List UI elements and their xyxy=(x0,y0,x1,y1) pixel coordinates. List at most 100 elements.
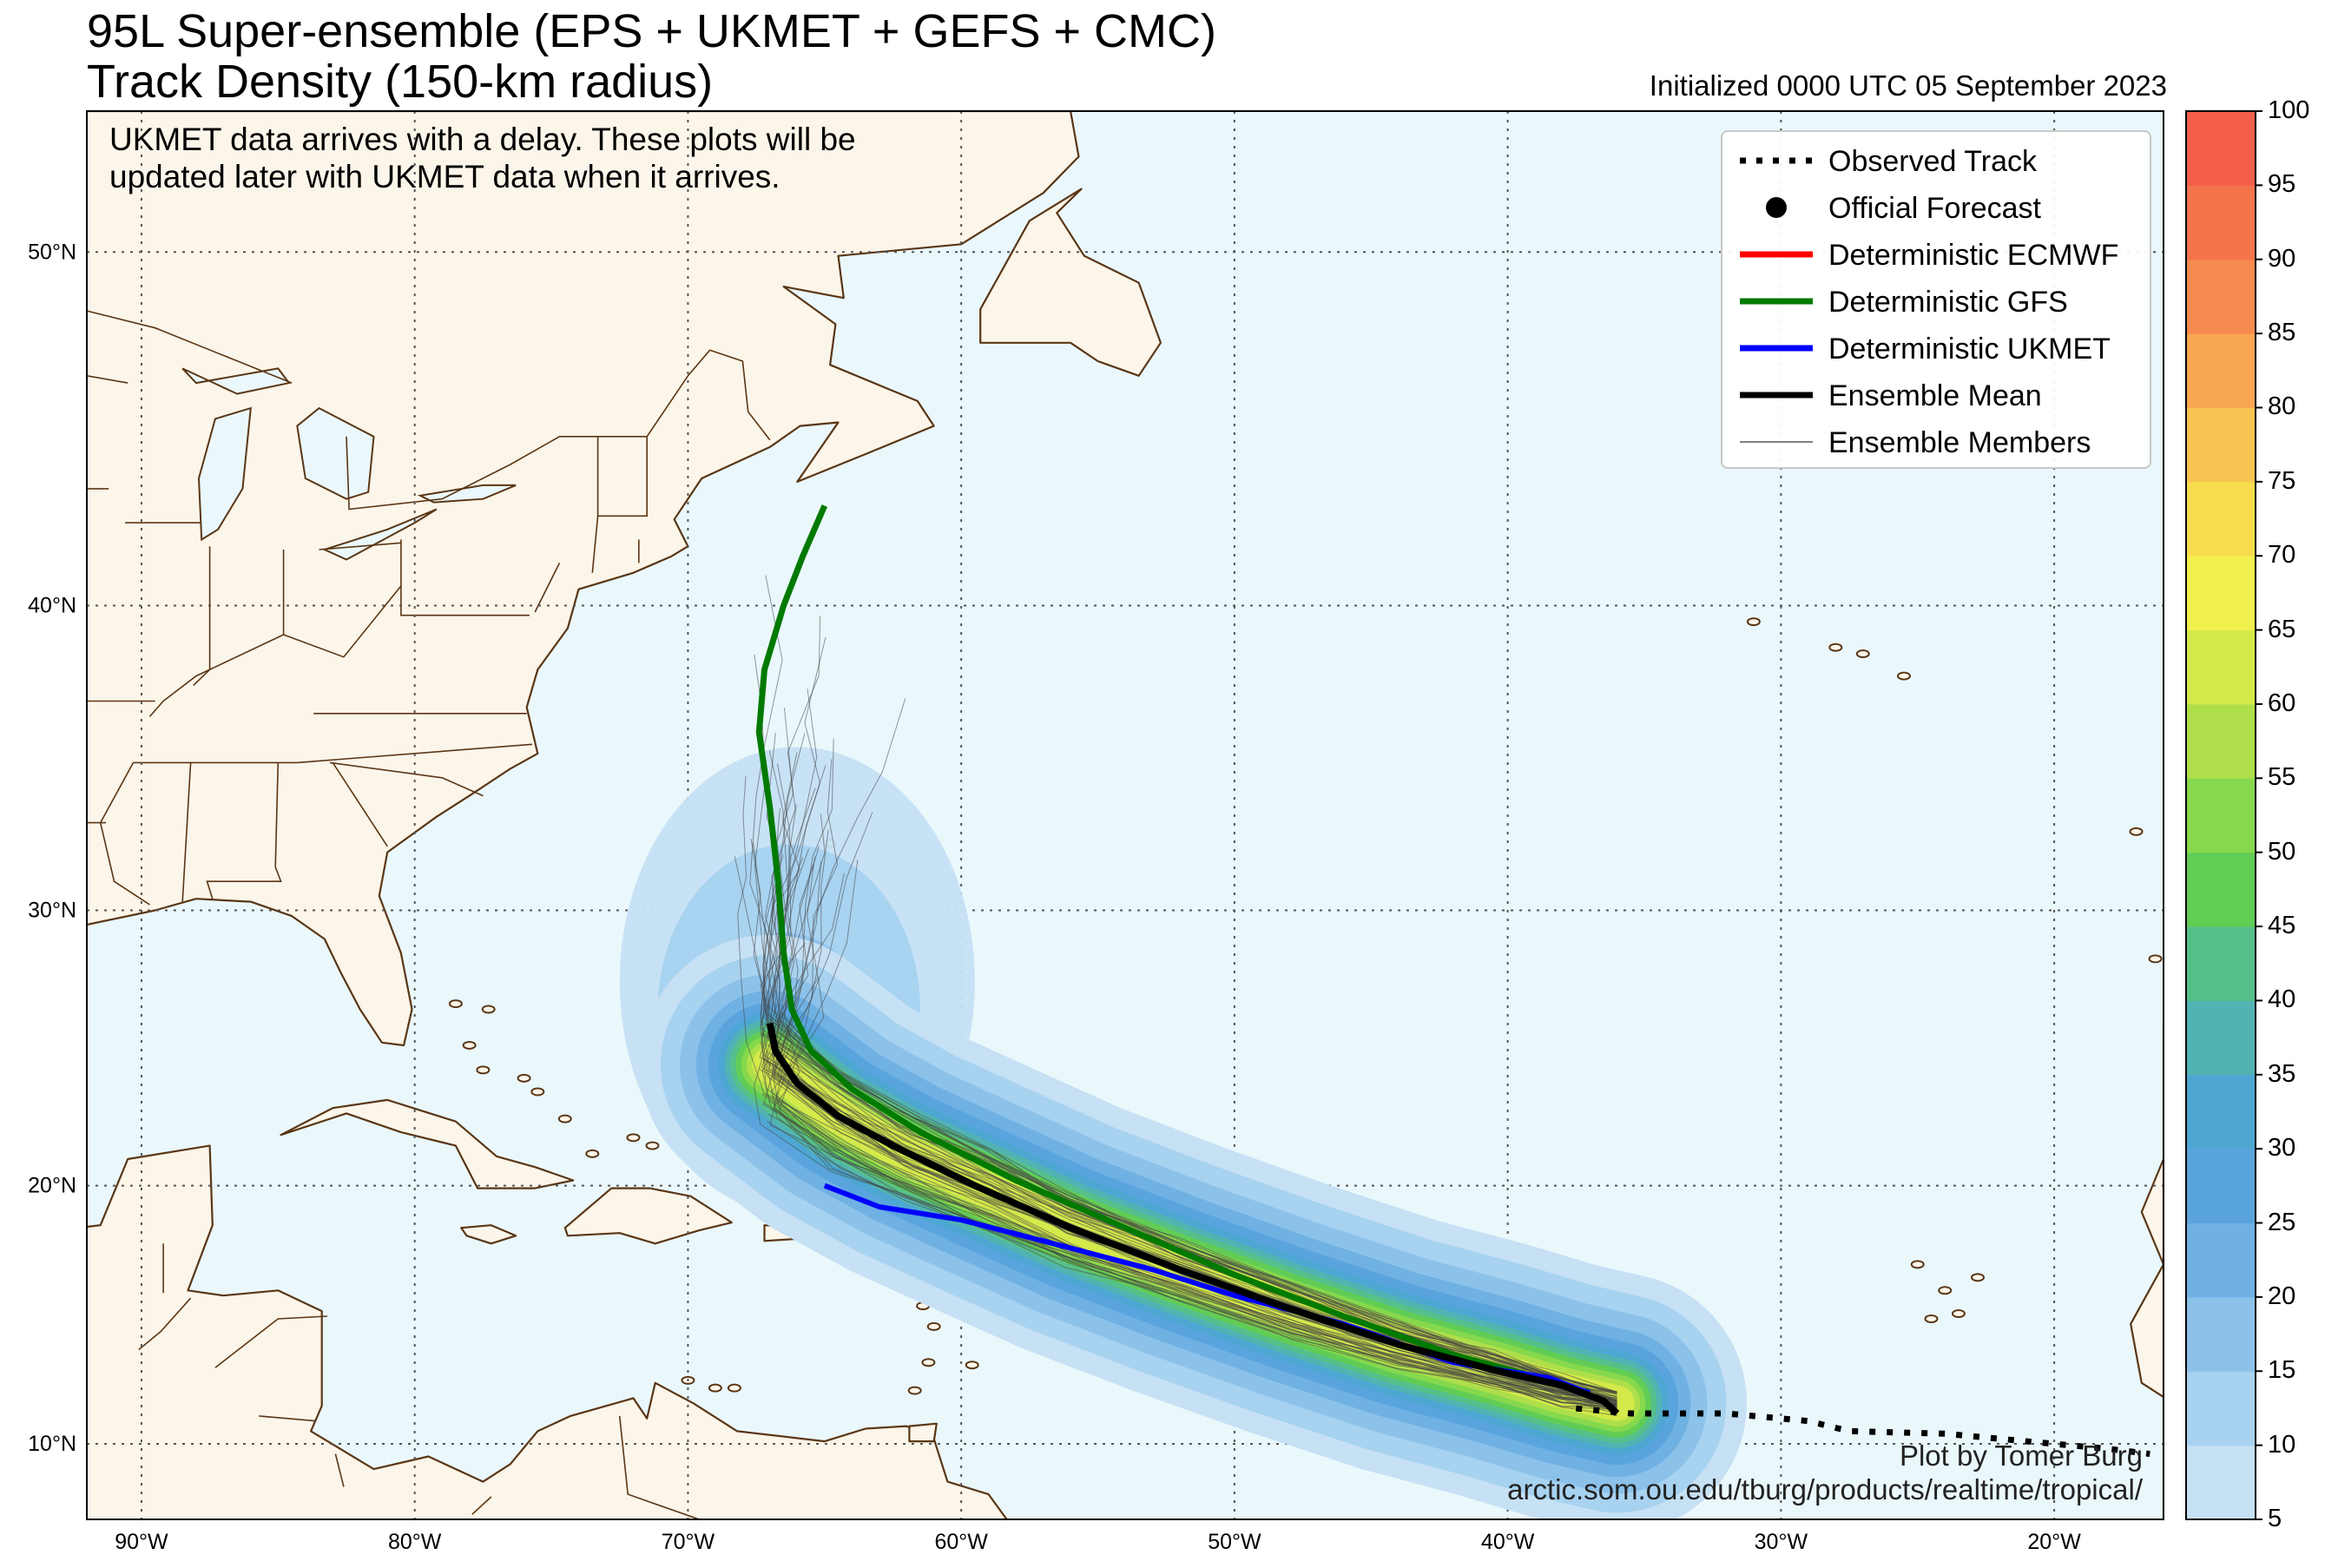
colorbar-segment xyxy=(2186,1296,2256,1372)
legend-item: Ensemble Mean xyxy=(1722,373,2150,417)
island xyxy=(727,1383,741,1393)
legend-label: Deterministic UKMET xyxy=(1828,333,2111,366)
trinidad-land xyxy=(908,1422,938,1443)
colorbar-segment xyxy=(2186,926,2256,1001)
colorbar-segment xyxy=(2186,333,2256,408)
colorbar-segment xyxy=(2186,1074,2256,1150)
legend: Observed Track Official Forecast Determini… xyxy=(1721,130,2151,469)
colorbar-segment xyxy=(2186,1000,2256,1076)
border-line xyxy=(319,542,401,550)
island xyxy=(645,1141,660,1150)
ensemble-member-track xyxy=(762,812,1617,1407)
lon-label: 50°W xyxy=(1208,1530,1261,1554)
colorbar-tick-label: 95 xyxy=(2268,170,2296,199)
source-url: arctic.som.ou.edu/tburg/products/realtim… xyxy=(1507,1473,2143,1505)
island xyxy=(1910,1260,1925,1269)
newfoundland-land xyxy=(979,188,1162,377)
land-areas xyxy=(87,111,2164,1519)
great-lake xyxy=(181,367,291,395)
colorbar-segment xyxy=(2186,852,2256,927)
border-line xyxy=(148,634,284,717)
colorbar-tick-label: 85 xyxy=(2268,319,2296,347)
island xyxy=(1746,617,1761,627)
lat-label: 10°N xyxy=(28,1432,76,1456)
island xyxy=(1951,1309,1966,1319)
ukmet-delay-note: UKMET data arrives with a delay. These p… xyxy=(109,122,856,157)
border-line xyxy=(329,761,484,797)
colorbar-tick-label: 60 xyxy=(2268,688,2296,717)
longitude-labels: 90°W 80°W 70°W 60°W 50°W 40°W 30°W 20°W xyxy=(115,1530,2081,1554)
island xyxy=(517,1073,531,1083)
colorbar-tick-label: 50 xyxy=(2268,837,2296,866)
plot-credit: Plot by Tomer Burg xyxy=(1899,1440,2143,1472)
chart-subtitle: Track Density (150-km radius) xyxy=(87,56,714,108)
lon-label: 30°W xyxy=(1755,1530,1808,1554)
border-line xyxy=(87,310,293,384)
legend-item: Ensemble Members xyxy=(1722,420,2150,464)
ensemble-mean-track xyxy=(766,1022,1620,1416)
border-line xyxy=(181,762,192,902)
lat-label: 30°N xyxy=(28,899,76,923)
africa-land xyxy=(2130,1022,2164,1519)
central-south-america-land xyxy=(87,1144,1008,1519)
north-america-land xyxy=(87,111,1080,1047)
colorbar-tick-label: 75 xyxy=(2268,466,2296,495)
island xyxy=(907,1386,922,1395)
colorbar-tick-label: 40 xyxy=(2268,985,2296,1014)
island xyxy=(965,1360,979,1370)
island xyxy=(557,1114,572,1123)
colorbar-segment xyxy=(2186,778,2256,853)
observed-track xyxy=(1575,1405,2150,1458)
legend-label: Deterministic GFS xyxy=(1828,286,2068,319)
colorbar-tick-label: 20 xyxy=(2268,1281,2296,1310)
colorbar-segment xyxy=(2186,556,2256,631)
border-line xyxy=(259,1415,317,1422)
border-line xyxy=(400,539,530,616)
ensemble-member-track xyxy=(774,1108,1617,1407)
border-line xyxy=(334,1453,345,1487)
deterministic-tracks xyxy=(755,504,2150,1458)
legend-key xyxy=(1740,157,1813,164)
gfs-track xyxy=(755,504,1591,1396)
legend-label: Observed Track xyxy=(1828,145,2037,178)
great-lake xyxy=(296,406,375,500)
border-line xyxy=(332,761,388,847)
map-frame xyxy=(86,110,2164,1520)
lon-label: 70°W xyxy=(662,1530,715,1554)
initialized-time: Initialized 0000 UTC 05 September 2023 xyxy=(1649,69,2167,102)
colorbar-tick-label: 5 xyxy=(2268,1505,2282,1532)
lon-label: 90°W xyxy=(115,1530,168,1554)
island xyxy=(585,1149,600,1158)
ensemble-member-tracks xyxy=(734,575,1617,1416)
colorbar-segment xyxy=(2186,185,2256,260)
colorbar-tick-label: 25 xyxy=(2268,1208,2296,1236)
lon-label: 20°W xyxy=(2027,1530,2081,1554)
colorbar-tick-label: 30 xyxy=(2268,1134,2296,1163)
chart-title: 95L Super-ensemble (EPS + UKMET + GEFS +… xyxy=(87,5,1216,57)
legend-label: Ensemble Members xyxy=(1828,426,2091,459)
latitude-labels: 10°N 20°N 30°N 40°N 50°N xyxy=(28,240,76,1456)
colorbar-tick-label: 10 xyxy=(2268,1430,2296,1459)
colorbar-tick-label: 80 xyxy=(2268,392,2296,421)
border-line xyxy=(618,1415,701,1519)
legend-key xyxy=(1740,251,1813,258)
colorbar-frame xyxy=(2185,110,2256,1520)
island xyxy=(1924,1314,1939,1323)
colorbar-segment xyxy=(2186,703,2256,779)
legend-key xyxy=(1740,392,1813,399)
lat-label: 20°N xyxy=(28,1174,76,1198)
border-line xyxy=(283,585,402,658)
state-borders xyxy=(87,310,771,1519)
colorbar-segment xyxy=(2186,1149,2256,1224)
island xyxy=(708,1383,722,1393)
colorbar-segment xyxy=(2186,1222,2256,1298)
hispaniola-land xyxy=(563,1187,733,1245)
border-line xyxy=(534,562,561,613)
colorbar-tick-label: 100 xyxy=(2268,96,2310,124)
island xyxy=(1855,649,1870,659)
colorbar-segment xyxy=(2186,1445,2256,1520)
colorbar-segment xyxy=(2186,111,2256,186)
legend-key xyxy=(1740,298,1813,305)
ukmet-delay-note-line2: updated later with UKMET data when it ar… xyxy=(109,159,780,194)
legend-label: Ensemble Mean xyxy=(1828,379,2042,412)
